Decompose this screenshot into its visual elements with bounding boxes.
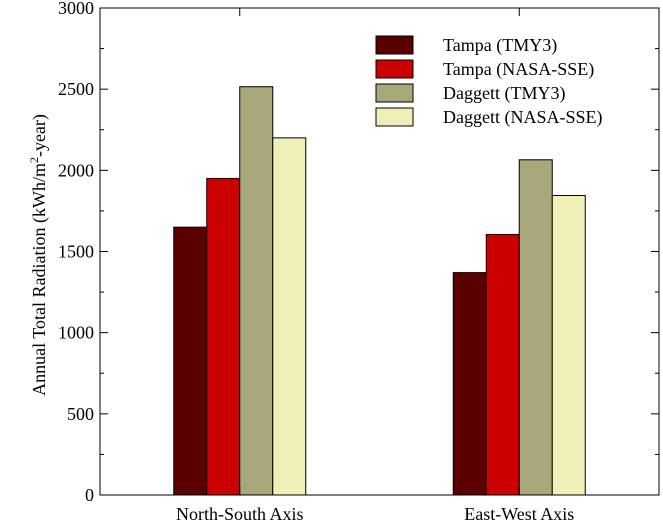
bars-group xyxy=(173,86,586,496)
legend: Tampa (TMY3) Tampa (NASA-SSE) Daggett (TMY… xyxy=(375,35,603,128)
y-tick-label: 0 xyxy=(85,485,94,505)
x-tick-label: East-West Axis xyxy=(464,504,574,524)
y-tick-label: 1000 xyxy=(58,323,94,343)
legend-swatch xyxy=(375,35,414,55)
y-tick-label: 2500 xyxy=(58,79,94,99)
bar-north-south-axis-daggett-nasa-sse xyxy=(272,137,307,496)
y-axis-title: Annual Total Radiation (kWh/m2-year) xyxy=(27,114,50,396)
y-axis: 0 500 1000 1500 2000 2500 3000 xyxy=(58,0,659,505)
x-tick-label: North-South Axis xyxy=(176,504,304,524)
y-tick-label: 500 xyxy=(67,404,94,424)
x-axis: North-South Axis East-West Axis xyxy=(176,8,574,524)
bar-north-south-axis-tampa-nasa-sse xyxy=(206,177,241,496)
bar-east-west-axis-tampa-tmy3 xyxy=(452,272,487,496)
bar-north-south-axis-tampa-tmy3 xyxy=(173,226,208,496)
bar-east-west-axis-tampa-nasa-sse xyxy=(485,233,520,496)
bar-east-west-axis-daggett-nasa-sse xyxy=(551,194,586,496)
legend-label: Daggett (NASA-SSE) xyxy=(443,107,603,128)
legend-swatch xyxy=(375,83,414,103)
y-tick-label: 3000 xyxy=(58,0,94,18)
legend-label: Tampa (TMY3) xyxy=(443,35,557,56)
bar-north-south-axis-daggett-tmy3 xyxy=(239,86,274,496)
y-tick-label: 1500 xyxy=(58,242,94,262)
legend-swatch xyxy=(375,107,414,127)
bar-east-west-axis-daggett-tmy3 xyxy=(518,159,553,496)
legend-swatch xyxy=(375,59,414,79)
legend-label: Daggett (TMY3) xyxy=(443,83,565,104)
legend-label: Tampa (NASA-SSE) xyxy=(443,59,594,80)
y-tick-label: 2000 xyxy=(58,160,94,180)
